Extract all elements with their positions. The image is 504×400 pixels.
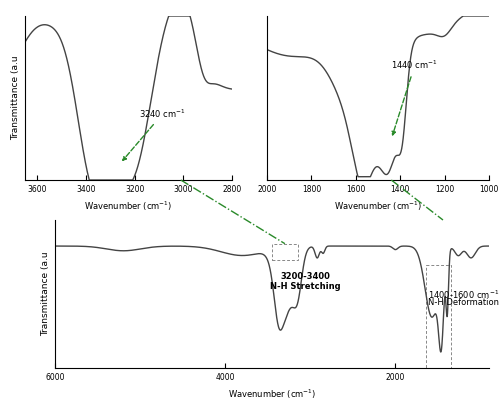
Bar — [272, 244, 298, 260]
Text: 3200-3400: 3200-3400 — [280, 272, 330, 281]
Text: 1400-1600 cm$^{-1}$: 1400-1600 cm$^{-1}$ — [428, 289, 499, 301]
Text: 3240 cm$^{-1}$: 3240 cm$^{-1}$ — [123, 107, 186, 160]
X-axis label: Wavenumber (cm$^{-1}$): Wavenumber (cm$^{-1}$) — [228, 388, 317, 400]
Y-axis label: Transmittance (a.u: Transmittance (a.u — [41, 252, 50, 336]
Y-axis label: Transmittance (a.u: Transmittance (a.u — [11, 56, 20, 140]
Bar — [426, 265, 452, 369]
Text: N-H Stretching: N-H Stretching — [270, 282, 341, 290]
X-axis label: Wavenumber (cm$^{-1}$): Wavenumber (cm$^{-1}$) — [334, 200, 422, 213]
Text: 1440 cm$^{-1}$: 1440 cm$^{-1}$ — [391, 59, 438, 135]
Text: N-H Deformation: N-H Deformation — [428, 298, 499, 307]
X-axis label: Wavenumber (cm$^{-1}$): Wavenumber (cm$^{-1}$) — [84, 200, 173, 213]
